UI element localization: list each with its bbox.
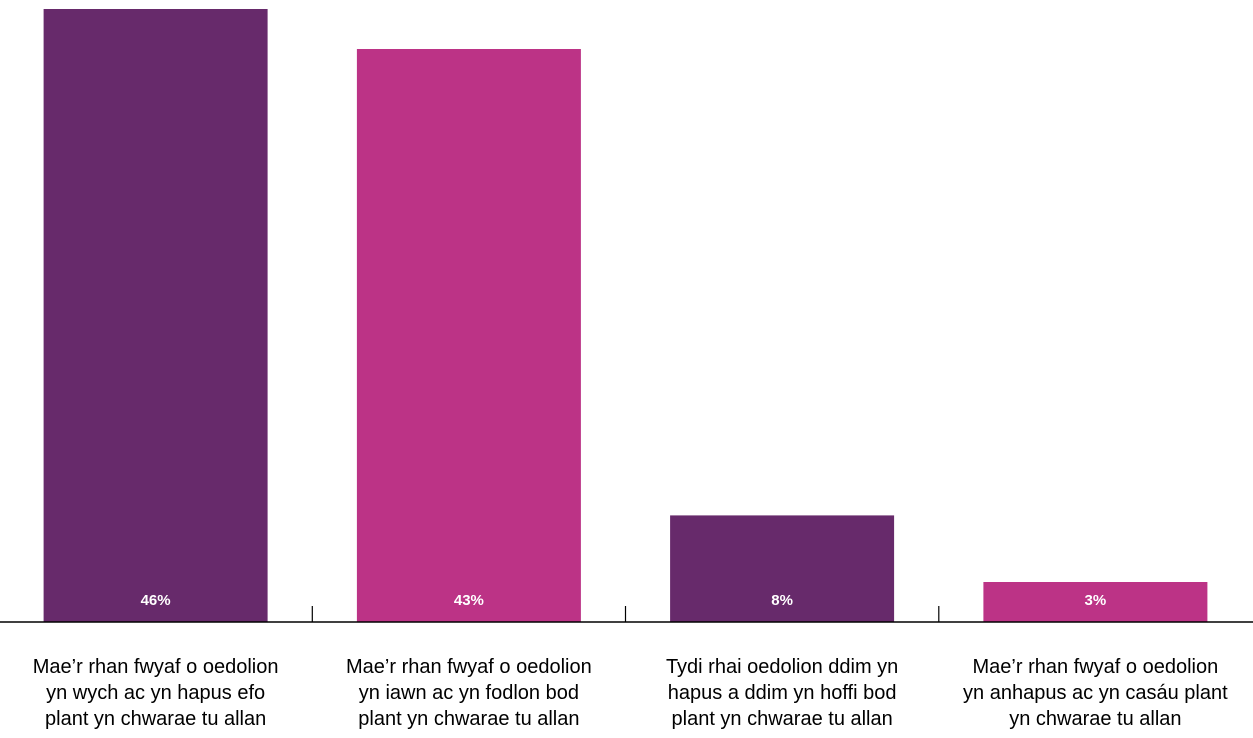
category-label-2: Mae’r rhan fwyaf o oedolion yn iawn ac y… <box>346 656 592 730</box>
bar-1 <box>43 9 268 622</box>
category-label-1: Mae’r rhan fwyaf o oedolion yn wych ac y… <box>32 656 279 730</box>
value-labels-group: 46% 43% 8% 3% <box>141 592 1107 609</box>
category-label-3: Tydi rhai oedolion ddim yn hapus a ddim … <box>665 656 899 730</box>
bar-value-label-4: 3% <box>1085 592 1107 609</box>
bar-3 <box>670 515 895 622</box>
bar-value-label-1: 46% <box>141 592 171 609</box>
bars-group <box>43 9 1208 622</box>
bar-value-label-2: 43% <box>454 592 484 609</box>
bar-2 <box>356 49 581 622</box>
category-label-4: Mae’r rhan fwyaf o oedolion yn anhapus a… <box>963 656 1228 730</box>
bar-value-label-3: 8% <box>771 592 793 609</box>
x-axis-ticks <box>311 606 940 622</box>
bar-4 <box>983 582 1208 622</box>
